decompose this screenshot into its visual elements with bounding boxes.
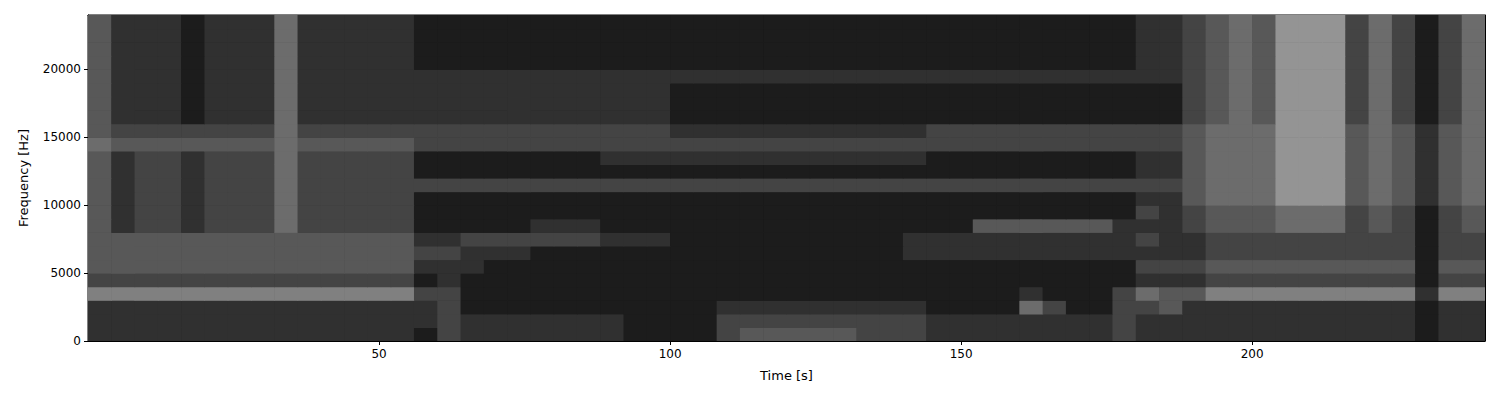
svg-text:15000: 15000 [43, 130, 81, 144]
svg-text:0: 0 [73, 334, 81, 348]
svg-text:5000: 5000 [50, 266, 81, 280]
svg-text:100: 100 [659, 347, 682, 361]
svg-text:50: 50 [371, 347, 386, 361]
svg-text:150: 150 [950, 347, 973, 361]
svg-text:10000: 10000 [43, 198, 81, 212]
svg-text:20000: 20000 [43, 62, 81, 76]
svg-text:Frequency [Hz]: Frequency [Hz] [16, 129, 31, 227]
svg-text:Time [s]: Time [s] [759, 368, 813, 383]
svg-text:200: 200 [1241, 347, 1264, 361]
